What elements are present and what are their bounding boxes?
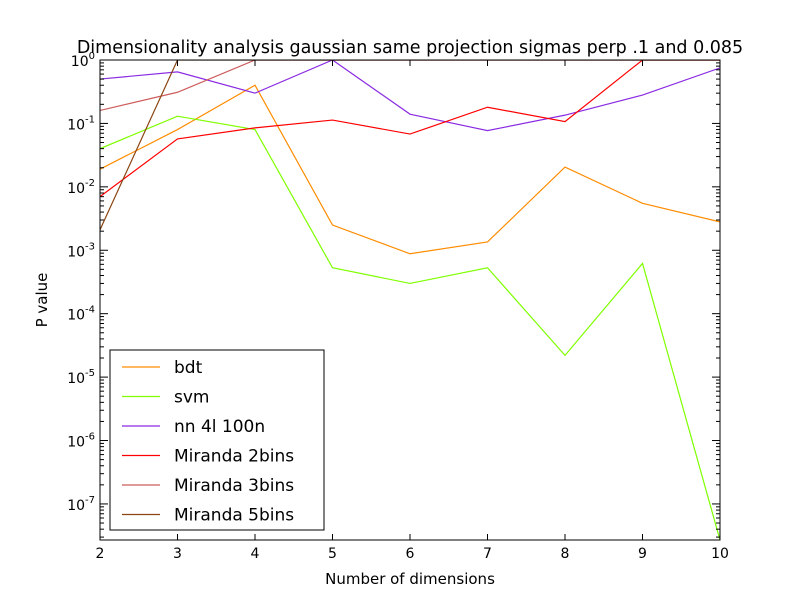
series-line-2 xyxy=(100,60,720,132)
y-tick-label: 10-3 xyxy=(67,241,95,260)
y-tick-base: 10 xyxy=(67,498,85,514)
series-line-4 xyxy=(100,60,720,112)
series-layer xyxy=(100,60,720,540)
y-axis-label: P value xyxy=(33,273,51,328)
y-tick-exponent: -3 xyxy=(85,241,95,252)
legend: bdt svm nn 4l 100n Miranda 2bins Miranda 3bi… xyxy=(109,349,325,531)
y-tick-base: 10 xyxy=(67,181,85,197)
series-line-0 xyxy=(100,84,720,255)
legend-label-4: Miranda 3bins xyxy=(174,476,294,496)
legend-label-1: svm xyxy=(174,388,209,408)
x-tick-label: 6 xyxy=(406,546,415,562)
x-tick-label: 10 xyxy=(711,546,729,562)
legend-label-0: bdt xyxy=(174,358,203,378)
x-axis-label: Number of dimensions xyxy=(325,570,495,588)
y-tick-exponent: -7 xyxy=(85,495,95,506)
series-line-1 xyxy=(100,115,720,540)
y-tick-label: 100 xyxy=(71,51,95,70)
x-tick-label: 8 xyxy=(561,546,570,562)
y-tick-label: 10-6 xyxy=(67,432,95,451)
legend-label-2: nn 4l 100n xyxy=(174,417,265,437)
y-tick-base: 10 xyxy=(71,54,89,70)
x-tick-label: 3 xyxy=(173,546,182,562)
y-tick-exponent: 0 xyxy=(89,51,95,62)
axis-ticks: 2 3 4 5 6 7 8 9 1010-710-610-510-410-310-210-110… xyxy=(67,51,729,562)
y-tick-exponent: -4 xyxy=(85,305,95,316)
y-tick-label: 10-5 xyxy=(67,368,95,387)
x-tick-label: 4 xyxy=(251,546,260,562)
y-tick-base: 10 xyxy=(67,117,85,133)
y-tick-exponent: -6 xyxy=(85,432,95,443)
y-tick-label: 10-7 xyxy=(67,495,95,514)
y-tick-exponent: -1 xyxy=(85,114,95,125)
x-tick-label: 7 xyxy=(483,546,492,562)
x-tick-label: 9 xyxy=(638,546,647,562)
y-tick-base: 10 xyxy=(67,435,85,451)
y-tick-base: 10 xyxy=(67,308,85,324)
x-tick-label: 2 xyxy=(96,546,105,562)
y-tick-label: 10-1 xyxy=(67,114,95,133)
series-line-3 xyxy=(100,60,720,198)
y-tick-exponent: -5 xyxy=(85,368,95,379)
y-tick-base: 10 xyxy=(67,244,85,260)
legend-frame xyxy=(109,349,325,531)
legend-label-5: Miranda 5bins xyxy=(174,506,294,526)
x-tick-label: 5 xyxy=(328,546,337,562)
chart-title: Dimensionality analysis gaussian same pr… xyxy=(77,38,743,58)
y-tick-label: 10-2 xyxy=(67,178,95,197)
y-tick-label: 10-4 xyxy=(67,305,95,324)
legend-label-3: Miranda 2bins xyxy=(174,447,294,467)
y-tick-base: 10 xyxy=(67,371,85,387)
y-tick-exponent: -2 xyxy=(85,178,95,189)
